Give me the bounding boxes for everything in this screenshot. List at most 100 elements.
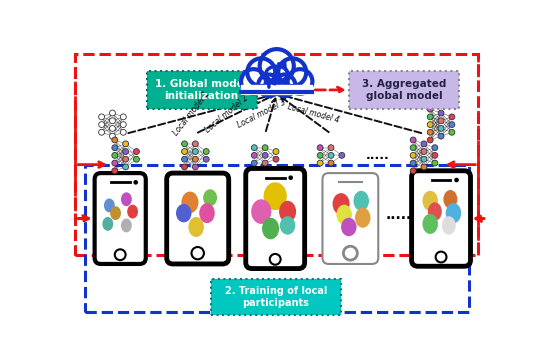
Text: Local model 2: Local model 2 bbox=[204, 93, 250, 134]
Circle shape bbox=[278, 58, 306, 86]
Ellipse shape bbox=[203, 189, 217, 206]
Circle shape bbox=[251, 160, 257, 166]
Text: Local model 4: Local model 4 bbox=[286, 102, 340, 125]
Ellipse shape bbox=[422, 214, 438, 234]
Ellipse shape bbox=[446, 203, 461, 223]
Ellipse shape bbox=[251, 199, 271, 224]
Ellipse shape bbox=[127, 205, 138, 218]
Ellipse shape bbox=[103, 217, 113, 231]
Circle shape bbox=[427, 106, 433, 112]
Ellipse shape bbox=[442, 216, 456, 235]
Circle shape bbox=[99, 114, 105, 120]
Circle shape bbox=[181, 156, 187, 162]
FancyBboxPatch shape bbox=[94, 173, 146, 264]
Ellipse shape bbox=[110, 206, 121, 220]
Circle shape bbox=[181, 164, 187, 170]
Circle shape bbox=[192, 156, 198, 162]
Ellipse shape bbox=[280, 216, 295, 235]
Circle shape bbox=[317, 153, 323, 158]
Circle shape bbox=[123, 149, 129, 154]
Circle shape bbox=[328, 160, 334, 166]
Circle shape bbox=[454, 178, 459, 182]
Ellipse shape bbox=[181, 192, 199, 213]
Ellipse shape bbox=[121, 192, 132, 206]
Circle shape bbox=[203, 149, 209, 154]
Circle shape bbox=[410, 145, 416, 151]
Circle shape bbox=[120, 129, 126, 135]
Circle shape bbox=[192, 164, 198, 170]
Ellipse shape bbox=[354, 191, 369, 211]
Circle shape bbox=[262, 145, 268, 151]
Circle shape bbox=[421, 164, 427, 170]
Circle shape bbox=[438, 110, 444, 116]
Circle shape bbox=[288, 69, 313, 94]
Circle shape bbox=[288, 175, 293, 180]
FancyBboxPatch shape bbox=[349, 71, 459, 109]
Ellipse shape bbox=[443, 190, 457, 208]
Circle shape bbox=[262, 160, 268, 166]
Ellipse shape bbox=[264, 182, 287, 210]
Circle shape bbox=[203, 156, 209, 162]
Circle shape bbox=[432, 153, 438, 158]
Circle shape bbox=[260, 49, 294, 83]
FancyBboxPatch shape bbox=[322, 173, 379, 264]
Circle shape bbox=[410, 160, 416, 166]
Text: Local model 1: Local model 1 bbox=[172, 90, 212, 137]
Ellipse shape bbox=[199, 203, 215, 223]
Circle shape bbox=[112, 137, 118, 143]
Circle shape bbox=[328, 153, 334, 158]
Circle shape bbox=[432, 145, 438, 151]
FancyBboxPatch shape bbox=[146, 71, 256, 109]
FancyBboxPatch shape bbox=[246, 169, 305, 268]
Ellipse shape bbox=[341, 218, 356, 236]
Ellipse shape bbox=[336, 205, 352, 225]
Circle shape bbox=[110, 118, 116, 124]
Circle shape bbox=[192, 141, 198, 147]
Circle shape bbox=[112, 145, 118, 151]
Circle shape bbox=[241, 69, 266, 94]
Circle shape bbox=[181, 149, 187, 154]
Circle shape bbox=[251, 153, 257, 158]
FancyBboxPatch shape bbox=[167, 173, 229, 264]
Circle shape bbox=[273, 156, 279, 162]
Circle shape bbox=[274, 74, 295, 96]
Text: .....: ..... bbox=[386, 208, 413, 222]
Circle shape bbox=[449, 129, 455, 135]
Circle shape bbox=[273, 149, 279, 154]
Circle shape bbox=[427, 114, 433, 120]
Ellipse shape bbox=[279, 201, 296, 222]
Circle shape bbox=[317, 145, 323, 151]
Circle shape bbox=[110, 126, 116, 131]
Circle shape bbox=[449, 114, 455, 120]
Circle shape bbox=[438, 126, 444, 131]
Circle shape bbox=[258, 74, 280, 96]
Text: .....: ..... bbox=[366, 149, 389, 162]
Circle shape bbox=[410, 168, 416, 174]
Circle shape bbox=[123, 164, 129, 170]
Circle shape bbox=[438, 133, 444, 139]
Ellipse shape bbox=[188, 217, 204, 237]
Circle shape bbox=[110, 133, 116, 139]
Circle shape bbox=[317, 160, 323, 166]
Circle shape bbox=[192, 149, 198, 154]
Circle shape bbox=[421, 141, 427, 147]
Text: 3. Aggregated
global model: 3. Aggregated global model bbox=[362, 79, 446, 101]
Text: 2. Training of local
participants: 2. Training of local participants bbox=[225, 286, 327, 308]
Circle shape bbox=[410, 137, 416, 143]
Circle shape bbox=[112, 168, 118, 174]
Circle shape bbox=[328, 145, 334, 151]
Circle shape bbox=[262, 153, 268, 158]
Circle shape bbox=[449, 122, 455, 127]
Circle shape bbox=[112, 153, 118, 158]
Circle shape bbox=[421, 156, 427, 162]
Circle shape bbox=[120, 122, 126, 127]
Ellipse shape bbox=[333, 193, 349, 215]
Circle shape bbox=[432, 160, 438, 166]
Ellipse shape bbox=[262, 218, 279, 239]
Circle shape bbox=[247, 58, 275, 86]
Ellipse shape bbox=[104, 198, 115, 212]
Circle shape bbox=[123, 156, 129, 162]
Text: 1. Global model
initialization: 1. Global model initialization bbox=[156, 79, 248, 101]
Circle shape bbox=[133, 149, 139, 154]
Circle shape bbox=[427, 122, 433, 127]
